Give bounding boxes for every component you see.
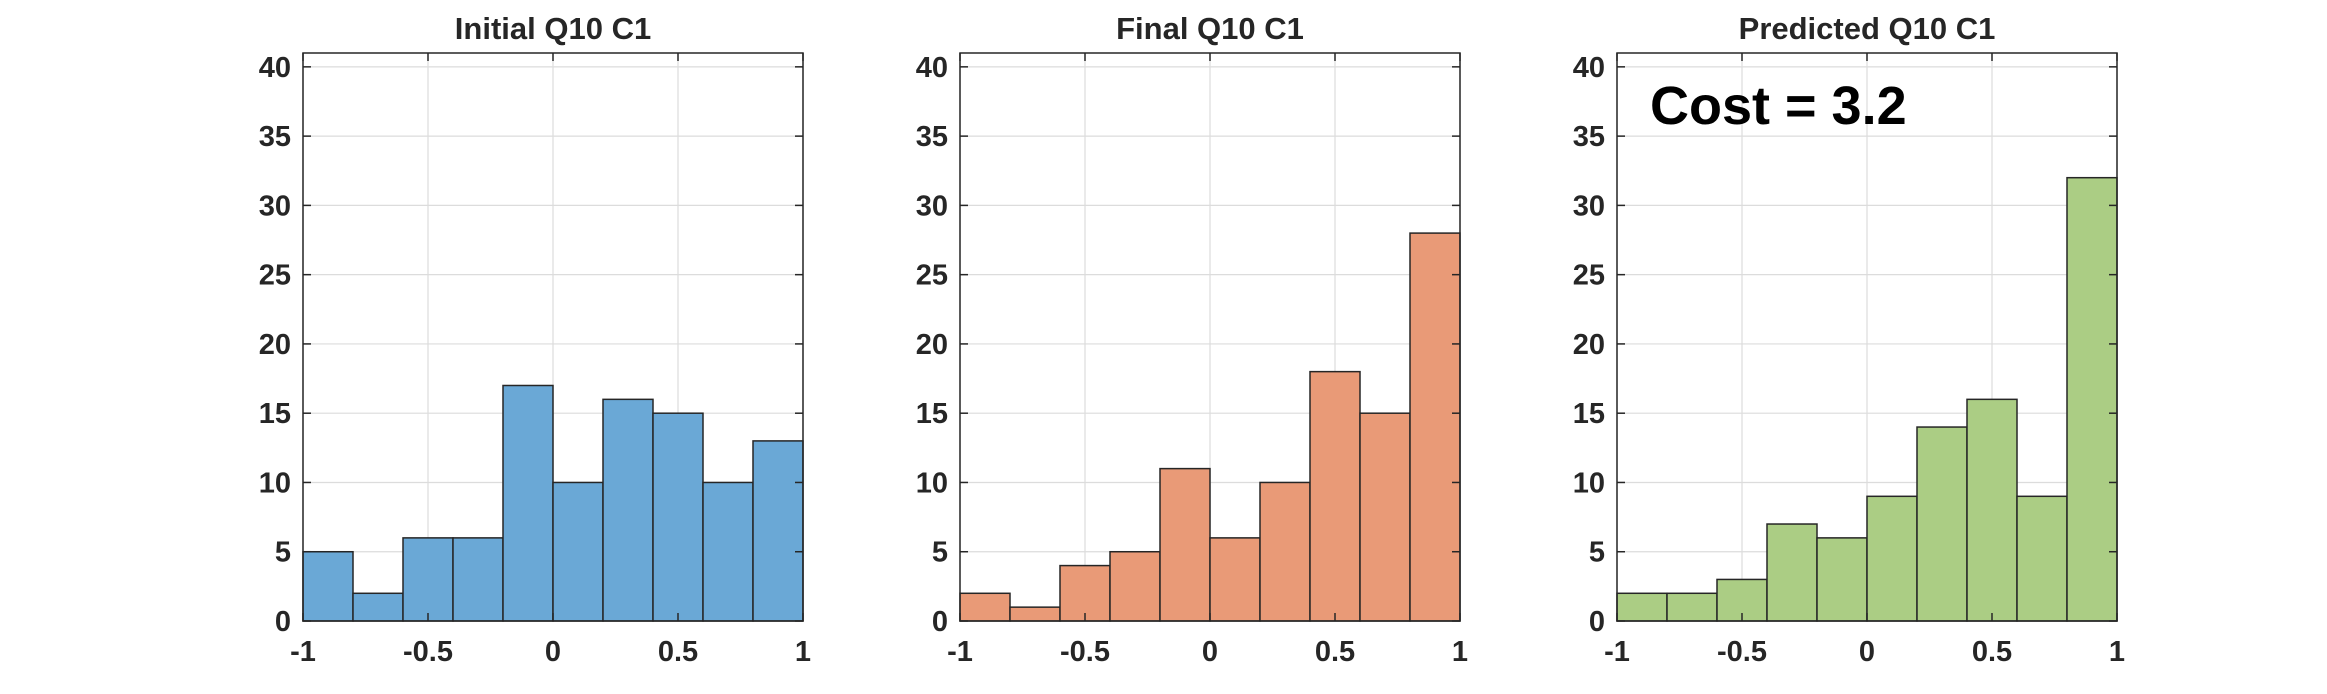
- histogram-bar: [1616, 592, 1668, 622]
- bars: [302, 384, 804, 622]
- histogram-bar: [2016, 495, 2068, 622]
- histogram-bar: [1359, 412, 1411, 622]
- y-tick-label: 5: [275, 537, 291, 569]
- y-tick-label: 10: [1573, 467, 1605, 499]
- histogram-bar: [1916, 426, 1968, 622]
- y-tick-label: 10: [916, 467, 948, 499]
- y-tick-label: 35: [916, 121, 948, 153]
- histogram-bar: [652, 412, 704, 622]
- x-tick-label: 0.5: [658, 636, 698, 668]
- y-tick-label: 30: [259, 190, 291, 222]
- histogram-bar: [1109, 550, 1161, 622]
- x-tick-label: 0.5: [1315, 636, 1355, 668]
- y-tick-label: 0: [1589, 606, 1605, 638]
- y-tick-label: 35: [1573, 121, 1605, 153]
- y-tick-label: 15: [1573, 398, 1605, 430]
- y-tick-label: 10: [259, 467, 291, 499]
- histogram-bar: [502, 384, 554, 622]
- panel-predicted: Predicted Q10 C1 -1 -0.5 0 0.5 1051015202530…: [1573, 11, 2125, 668]
- x-tick-label: -1: [947, 636, 973, 668]
- y-tick-label: 35: [259, 121, 291, 153]
- histogram-bar: [1766, 523, 1818, 622]
- bars: [959, 232, 1461, 622]
- histogram-bar: [552, 481, 604, 622]
- y-tick-label: 0: [932, 606, 948, 638]
- histogram-bar: [602, 398, 654, 622]
- y-tick-label: 25: [1573, 260, 1605, 292]
- x-tick-label: 0: [545, 636, 561, 668]
- y-tick-label: 5: [1589, 537, 1605, 569]
- chart-title: Predicted Q10 C1: [1739, 11, 1996, 46]
- x-tick-label: -0.5: [1717, 636, 1767, 668]
- histogram-bar: [752, 440, 804, 622]
- y-tick-label: 40: [916, 52, 948, 84]
- histogram-bar: [1159, 467, 1211, 622]
- histogram-bar: [1309, 370, 1361, 622]
- histogram-bar: [302, 550, 354, 622]
- y-tick-label: 15: [916, 398, 948, 430]
- histogram-bar: [1666, 592, 1718, 622]
- x-tick-label: 1: [1452, 636, 1468, 668]
- x-tick-label: 0: [1202, 636, 1218, 668]
- x-tick-label: 1: [795, 636, 811, 668]
- cost-annotation: Cost = 3.2: [1650, 76, 1907, 136]
- y-tick-label: 20: [916, 329, 948, 361]
- histogram-bar: [402, 537, 454, 622]
- y-tick-label: 25: [916, 260, 948, 292]
- x-tick-label: -1: [1604, 636, 1630, 668]
- x-tick-label: -0.5: [1060, 636, 1110, 668]
- histogram-bar: [1259, 481, 1311, 622]
- histogram-bar: [959, 592, 1011, 622]
- y-tick-label: 40: [1573, 52, 1605, 84]
- panel-initial: Initial Q10 C1 -1 -0.5 0 0.5 105101520253035…: [259, 11, 811, 668]
- histogram-bar: [1409, 232, 1461, 622]
- histogram-bar: [352, 592, 404, 622]
- histogram-bar: [1866, 495, 1918, 622]
- chart-title: Initial Q10 C1: [455, 11, 651, 46]
- y-tick-label: 20: [1573, 329, 1605, 361]
- y-tick-label: 30: [916, 190, 948, 222]
- histogram-bar: [1009, 606, 1061, 622]
- x-tick-label: -0.5: [403, 636, 453, 668]
- histogram-bar: [1209, 537, 1261, 622]
- y-tick-label: 30: [1573, 190, 1605, 222]
- y-tick-label: 5: [932, 537, 948, 569]
- x-tick-label: -1: [290, 636, 316, 668]
- y-tick-label: 25: [259, 260, 291, 292]
- x-tick-label: 0: [1859, 636, 1875, 668]
- y-tick-label: 40: [259, 52, 291, 84]
- y-tick-label: 20: [259, 329, 291, 361]
- histogram-bar: [1966, 398, 2018, 622]
- histogram-bar: [452, 537, 504, 622]
- y-tick-label: 15: [259, 398, 291, 430]
- chart-title: Final Q10 C1: [1116, 11, 1304, 46]
- x-tick-label: 0.5: [1972, 636, 2012, 668]
- bars: [1616, 176, 2118, 622]
- histogram-bar: [2066, 176, 2118, 622]
- histogram-bar: [1816, 537, 1868, 622]
- histogram-bar: [702, 481, 754, 622]
- histogram-bar: [1059, 564, 1111, 622]
- x-tick-label: 1: [2109, 636, 2125, 668]
- y-tick-label: 0: [275, 606, 291, 638]
